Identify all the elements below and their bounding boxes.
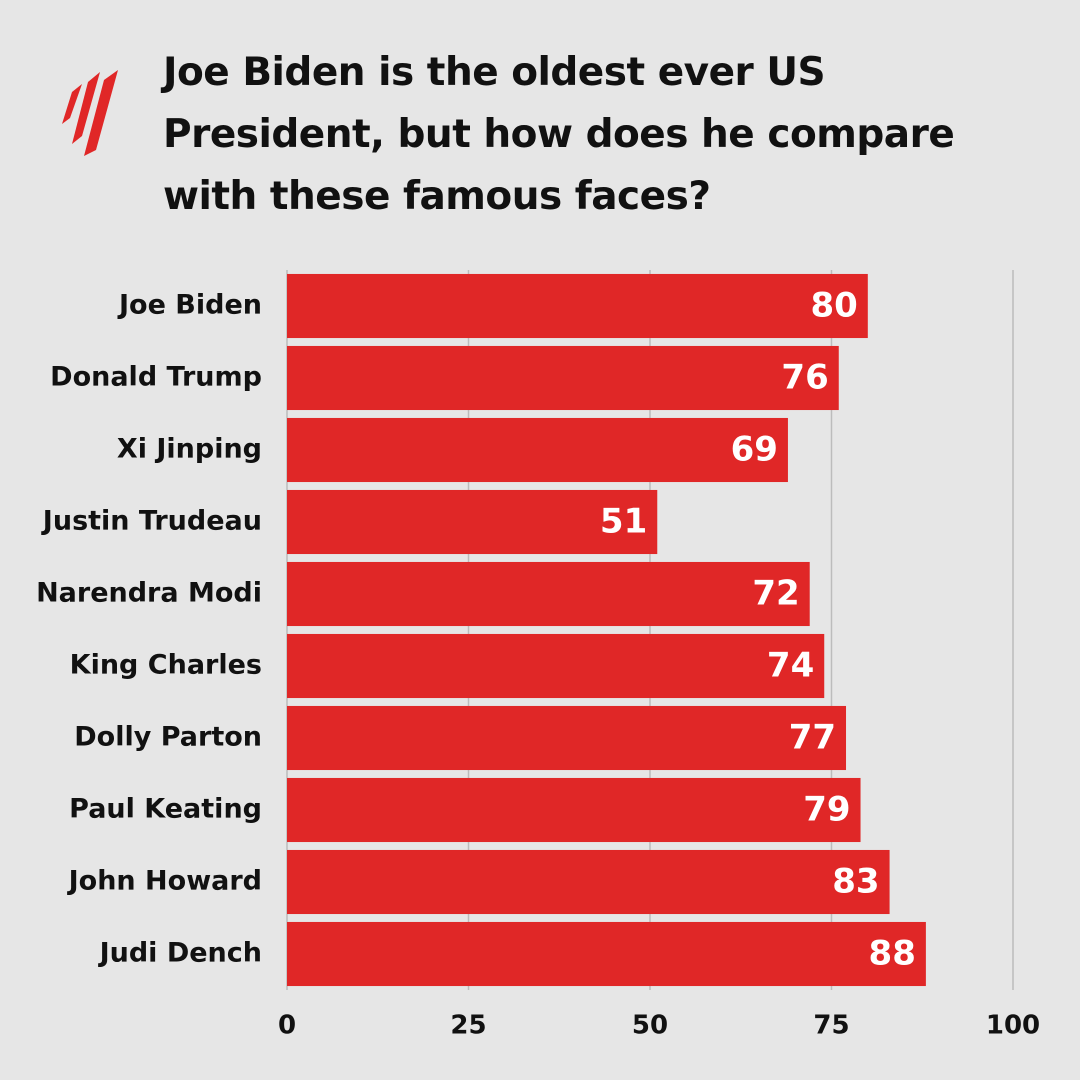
value-label: 77 xyxy=(789,718,836,758)
y-tick-label: Joe Biden xyxy=(117,290,262,321)
bar xyxy=(287,561,810,627)
y-tick-label: Donald Trump xyxy=(50,362,262,393)
bar xyxy=(287,417,788,483)
x-tick-label: 0 xyxy=(278,1011,296,1041)
y-tick-label: John Howard xyxy=(67,866,262,897)
bar xyxy=(287,345,839,411)
value-label: 74 xyxy=(767,646,814,686)
bar xyxy=(287,777,861,843)
y-tick-label: Judi Dench xyxy=(98,938,262,969)
value-label: 80 xyxy=(810,286,857,326)
bar xyxy=(287,633,825,699)
y-tick-label: Xi Jinping xyxy=(117,434,262,465)
x-tick-label: 50 xyxy=(632,1011,668,1041)
value-label: 72 xyxy=(752,574,799,614)
value-label: 69 xyxy=(731,430,778,470)
value-label: 83 xyxy=(832,862,879,902)
x-tick-label: 75 xyxy=(813,1011,849,1041)
y-tick-label: Narendra Modi xyxy=(36,578,262,609)
y-tick-label: Paul Keating xyxy=(69,794,262,825)
value-label: 88 xyxy=(869,934,916,974)
value-label: 76 xyxy=(781,358,828,398)
y-tick-label: Justin Trudeau xyxy=(41,506,262,537)
value-label: 51 xyxy=(600,502,647,542)
x-tick-label: 25 xyxy=(450,1011,486,1041)
value-label: 79 xyxy=(803,790,850,830)
y-tick-label: Dolly Parton xyxy=(74,722,262,753)
logo xyxy=(62,70,118,156)
y-tick-label: King Charles xyxy=(70,650,262,681)
bar xyxy=(287,489,658,555)
bar xyxy=(287,849,890,915)
bar xyxy=(287,705,847,771)
x-tick-label: 100 xyxy=(986,1011,1040,1041)
bar xyxy=(287,921,926,987)
bar xyxy=(287,273,868,339)
chart-title: Joe Biden is the oldest ever US Presiden… xyxy=(163,50,955,219)
